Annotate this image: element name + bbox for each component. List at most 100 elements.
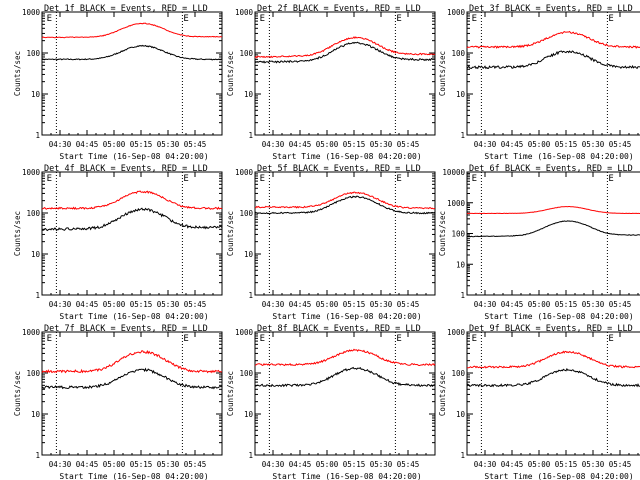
x-tick-label: 05:00 xyxy=(316,140,339,149)
x-tick-label: 04:45 xyxy=(289,140,312,149)
x-tick-label: 05:45 xyxy=(397,460,420,469)
x-axis-label: Start Time (16-Sep-08 04:20:00) xyxy=(484,312,633,321)
y-tick-label: 100 xyxy=(26,209,40,218)
series-line-events xyxy=(41,44,223,61)
x-tick-label: 05:00 xyxy=(103,300,126,309)
marker-label: E xyxy=(608,334,613,344)
x-tick-label: 05:45 xyxy=(609,300,632,309)
x-tick-label: 04:45 xyxy=(289,300,312,309)
series-line-events xyxy=(41,207,223,232)
chart-panel: Det 7f BLACK = Events, RED = LLD Counts/s… xyxy=(13,324,223,480)
series-line-lld xyxy=(255,191,436,210)
x-axis-label: Start Time (16-Sep-08 04:20:00) xyxy=(272,152,421,161)
y-tick-label: 1 xyxy=(248,131,253,140)
x-tick-label: 05:00 xyxy=(103,140,126,149)
series-line-events xyxy=(466,220,640,238)
y-tick-label: 1 xyxy=(248,291,253,300)
chart-title: Det 1f BLACK = Events, RED = LLD xyxy=(44,4,208,14)
series-line-lld xyxy=(466,206,640,215)
y-tick-label: 10 xyxy=(456,410,466,419)
marker-label: E xyxy=(396,174,401,184)
y-axis-label: Counts/sec xyxy=(13,371,22,416)
y-tick-label: 1000 xyxy=(235,8,254,17)
plot-frame xyxy=(41,171,223,296)
y-tick-label: 100 xyxy=(239,369,253,378)
x-tick-label: 05:45 xyxy=(397,300,420,309)
y-axis-label: Counts/sec xyxy=(438,371,447,416)
marker-label: E xyxy=(472,174,477,184)
y-tick-label: 1000 xyxy=(447,199,466,208)
y-axis-label: Counts/sec xyxy=(226,211,235,256)
y-tick-label: 100 xyxy=(239,209,253,218)
x-tick-label: 05:15 xyxy=(343,300,366,309)
x-tick-label: 05:15 xyxy=(130,460,153,469)
y-tick-label: 100 xyxy=(451,49,465,58)
marker-label: E xyxy=(608,14,613,24)
x-tick-label: 05:30 xyxy=(582,140,605,149)
x-tick-label: 05:00 xyxy=(316,460,339,469)
chart-title: Det 9f BLACK = Events, RED = LLD xyxy=(469,324,633,334)
x-tick-label: 05:00 xyxy=(528,300,551,309)
x-tick-label: 04:30 xyxy=(49,460,72,469)
y-axis-label: Counts/sec xyxy=(438,211,447,256)
x-tick-label: 05:30 xyxy=(370,140,393,149)
x-tick-label: 04:30 xyxy=(474,140,497,149)
y-tick-label: 1000 xyxy=(447,328,466,337)
x-tick-label: 05:30 xyxy=(157,460,180,469)
x-tick-label: 05:30 xyxy=(582,300,605,309)
chart-panel: Det 3f BLACK = Events, RED = LLD Counts/s… xyxy=(438,4,640,161)
chart-title: Det 7f BLACK = Events, RED = LLD xyxy=(44,324,208,334)
x-tick-label: 05:30 xyxy=(157,140,180,149)
y-tick-label: 10000 xyxy=(442,168,465,177)
marker-label: E xyxy=(396,334,401,344)
x-tick-label: 05:45 xyxy=(609,460,632,469)
y-axis-label: Counts/sec xyxy=(226,51,235,96)
y-tick-label: 1000 xyxy=(447,8,466,17)
y-tick-label: 1 xyxy=(460,451,465,460)
series-line-lld xyxy=(254,36,436,59)
marker-label: E xyxy=(183,334,188,344)
x-axis-label: Start Time (16-Sep-08 04:20:00) xyxy=(272,312,421,321)
chart-panel: Det 2f BLACK = Events, RED = LLD Counts/s… xyxy=(226,4,436,161)
series-line-events xyxy=(466,367,640,388)
marker-label: E xyxy=(183,174,188,184)
series-line-events xyxy=(254,366,436,388)
plot-frame xyxy=(254,331,436,456)
x-tick-label: 04:30 xyxy=(49,300,72,309)
x-axis-label: Start Time (16-Sep-08 04:20:00) xyxy=(59,152,208,161)
y-tick-label: 10 xyxy=(244,90,254,99)
series-line-events xyxy=(41,367,223,390)
plot-frame xyxy=(254,171,436,296)
x-tick-label: 04:45 xyxy=(76,140,99,149)
plot-frame xyxy=(466,331,640,456)
x-axis-label: Start Time (16-Sep-08 04:20:00) xyxy=(484,472,633,480)
series-line-lld xyxy=(254,348,436,367)
x-tick-label: 05:30 xyxy=(370,460,393,469)
series-line-events xyxy=(466,50,640,70)
y-tick-label: 100 xyxy=(26,49,40,58)
series-line-lld xyxy=(41,190,223,210)
chart-panel: Det 4f BLACK = Events, RED = LLD Counts/s… xyxy=(13,164,223,321)
x-tick-label: 05:45 xyxy=(184,460,207,469)
marker-label: E xyxy=(183,14,188,24)
y-tick-label: 1 xyxy=(35,131,40,140)
series-line-lld xyxy=(41,22,223,39)
x-tick-label: 05:30 xyxy=(582,460,605,469)
x-tick-label: 04:45 xyxy=(76,460,99,469)
y-tick-label: 1 xyxy=(35,291,40,300)
x-tick-label: 05:15 xyxy=(130,140,153,149)
chart-panel: Det 9f BLACK = Events, RED = LLD Counts/s… xyxy=(438,324,640,480)
y-tick-label: 1 xyxy=(460,131,465,140)
chart-title: Det 4f BLACK = Events, RED = LLD xyxy=(44,164,208,174)
marker-label: E xyxy=(472,334,477,344)
series-line-events xyxy=(254,195,436,215)
y-axis-label: Counts/sec xyxy=(226,371,235,416)
chart-title: Det 5f BLACK = Events, RED = LLD xyxy=(257,164,421,174)
y-tick-label: 1 xyxy=(460,291,465,300)
x-axis-label: Start Time (16-Sep-08 04:20:00) xyxy=(59,312,208,321)
x-tick-label: 05:15 xyxy=(555,460,578,469)
y-tick-label: 1000 xyxy=(22,328,41,337)
series-line-lld xyxy=(41,349,223,374)
y-tick-label: 10 xyxy=(244,250,254,259)
marker-label: E xyxy=(47,174,52,184)
